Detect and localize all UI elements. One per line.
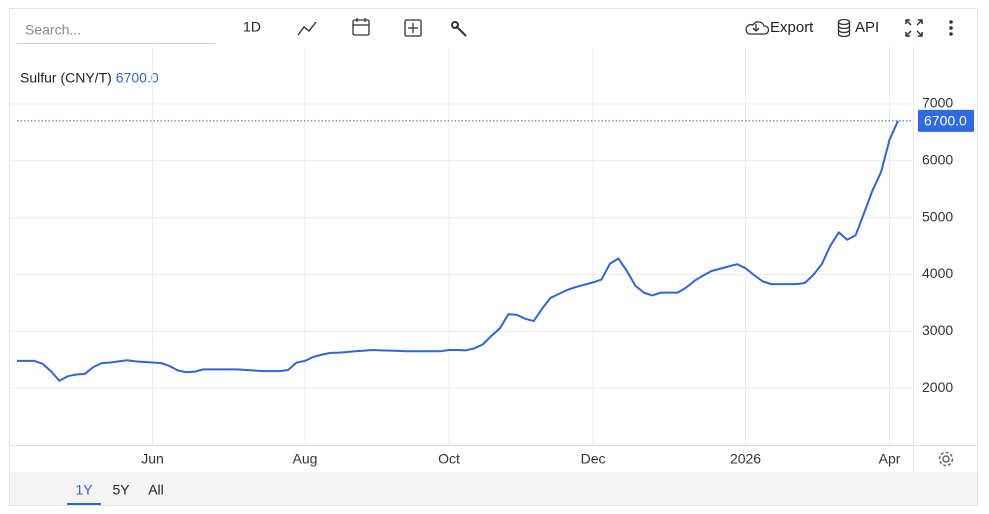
y-tick-label: 4000 xyxy=(922,265,953,281)
x-tick-label: Dec xyxy=(581,451,606,467)
y-tick-label: 3000 xyxy=(922,322,953,338)
calendar-icon[interactable] xyxy=(352,18,370,36)
last-price-tag xyxy=(918,109,974,132)
range-button[interactable]: All xyxy=(148,482,164,498)
plot-area: 2000 3000 4000 5000 6000 7000 Jun Aug Oct Dec 2026… xyxy=(10,47,974,467)
y-tick-label: 5000 xyxy=(922,208,953,224)
y-tick-label: 7000 xyxy=(922,95,953,111)
legend-last-value: 6700.0 xyxy=(116,70,159,86)
range-button[interactable]: 1Y xyxy=(75,482,93,498)
chart-type-icon[interactable] xyxy=(297,21,317,36)
export-label: Export xyxy=(770,19,814,36)
add-indicator-icon[interactable] xyxy=(404,19,422,37)
export-button[interactable]: Export xyxy=(745,19,814,36)
price-line xyxy=(17,120,899,382)
x-tick-label: Aug xyxy=(293,451,318,467)
api-label: API xyxy=(855,19,879,36)
y-tick-label: 2000 xyxy=(922,379,953,395)
range-buttons: 1Y 5Y All xyxy=(67,482,164,505)
legend-series-name: Sulfur (CNY/T) xyxy=(20,70,112,86)
x-tick-label: Jun xyxy=(141,451,164,467)
x-tick-label: Oct xyxy=(438,451,460,467)
last-price-label: 6700.0 xyxy=(924,113,967,129)
y-tick-label: 6000 xyxy=(922,151,953,167)
settings-wrench-icon[interactable] xyxy=(451,21,467,37)
search-box[interactable]: Search... xyxy=(17,22,215,44)
range-bar xyxy=(10,472,977,505)
more-menu-icon[interactable] xyxy=(949,20,953,36)
fullscreen-icon[interactable] xyxy=(905,19,923,37)
x-tick-label: 2026 xyxy=(730,451,761,467)
api-button[interactable]: API xyxy=(837,18,880,38)
x-tick-label: Apr xyxy=(879,451,901,467)
panel xyxy=(9,8,978,506)
axis-settings-icon[interactable] xyxy=(938,451,954,467)
range-active-underline xyxy=(67,503,101,505)
range-button[interactable]: 5Y xyxy=(112,482,130,498)
interval-button[interactable]: 1D xyxy=(243,19,261,35)
search-placeholder: Search... xyxy=(25,22,81,38)
